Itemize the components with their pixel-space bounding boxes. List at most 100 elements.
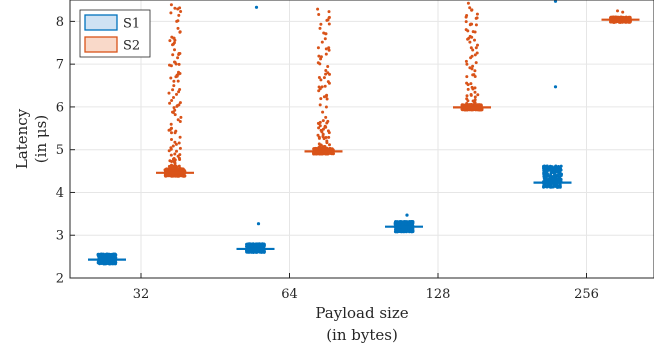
series-s2-outlier-point (327, 48, 331, 52)
y-tick-label: 5 (56, 143, 64, 158)
series-s2-outlier-point (179, 167, 182, 170)
series-s2-outlier-point (325, 97, 329, 101)
series-s2-point (460, 103, 464, 107)
series-s1-point (111, 255, 115, 259)
series-s2-point (320, 152, 324, 156)
series-s2-outlier-point (176, 19, 180, 23)
series-s1-outlier-point (256, 222, 261, 226)
series-s2-outlier-point (465, 97, 469, 101)
series-s2-outlier-point (323, 124, 327, 128)
series-s2-outlier-point (474, 61, 478, 65)
legend: S1 S2 (79, 9, 151, 58)
series-s2-outlier-point (168, 159, 172, 163)
series-s1-point (550, 165, 554, 169)
series-s2-outlier-point (178, 120, 182, 123)
series-s2-outlier-point (326, 129, 330, 133)
series-s2-outlier-point (318, 103, 322, 107)
plot-area-frame (69, 0, 654, 279)
series-s2-outlier-point (319, 97, 323, 101)
series-s2-outlier-point (473, 95, 477, 99)
series-s2-outlier-point (318, 26, 322, 30)
series-s2-outlier-point (321, 127, 325, 131)
series-s2-outlier-point (474, 23, 478, 27)
series-s2-outlier-point (465, 102, 469, 105)
series-s1-point (552, 168, 556, 172)
series-s1-point (558, 183, 562, 187)
series-s1-point (260, 243, 264, 247)
series-s2-outlier-point (469, 46, 473, 50)
series-s2-outlier-point (169, 153, 173, 157)
series-s2-outlier-point (168, 39, 172, 43)
series-s2-outlier-point (466, 1, 470, 5)
x-axis-title-line-1: Payload size (315, 304, 408, 322)
series-s2-outlier-point (474, 46, 478, 50)
series-s2-outlier-point (465, 75, 469, 79)
series-s1-point (556, 165, 560, 169)
series-s1-point (544, 166, 548, 170)
legend-swatch-s2 (84, 36, 118, 53)
series-s2-outlier-point (324, 32, 328, 36)
series-s2-outlier-point (621, 10, 625, 14)
series-s1-outlier-point (405, 213, 409, 217)
series-s1-point (409, 230, 413, 234)
series-s1-point (545, 185, 549, 189)
series-s2-point (609, 20, 613, 24)
series-s2-outlier-point (324, 105, 328, 109)
series-s2-outlier-point (178, 101, 182, 105)
series-s2-outlier-point (473, 69, 477, 73)
series-s2-point (174, 174, 178, 178)
axis-ticks: 2 3 4 5 6 7 8 32 64 128 256 (56, 15, 599, 302)
series-s1-point (262, 243, 266, 247)
series-s1-point (411, 220, 415, 224)
series-s2-outlier-point (176, 56, 180, 60)
series-s2-outlier-point (470, 8, 474, 12)
series-s2-outlier-point (175, 74, 179, 78)
series-s2-outlier-point (176, 79, 180, 83)
y-axis-title-line-2: (in μs) (32, 115, 50, 163)
series-s2-outlier-point (471, 48, 475, 52)
series-s2-outlier-point (177, 62, 181, 66)
series-s2-outlier-point (176, 154, 180, 158)
series-s2-outlier-point (178, 146, 182, 150)
series-s1-point (102, 254, 105, 258)
series-s2-point (477, 103, 480, 107)
grid-lines (70, 0, 654, 279)
series-s2-outlier-point (326, 80, 330, 84)
series-s2-outlier-point (471, 30, 475, 34)
x-tick-label: 256 (574, 287, 599, 302)
series-s2-outlier-point (177, 141, 181, 145)
series-s2-outlier-point (327, 16, 331, 20)
series-s2-outlier-point (168, 63, 171, 67)
series-s2-outlier-point (170, 131, 173, 135)
series-s2-outlier-point (173, 140, 177, 144)
series-s2-outlier-point (172, 41, 176, 45)
series-s2-point (165, 173, 169, 177)
series-s1-point (542, 184, 546, 188)
series-s2-outlier-point (473, 86, 477, 90)
series-s1-point (249, 250, 253, 254)
series-s2-outlier-point (167, 91, 171, 95)
series-s1-point (96, 252, 100, 256)
series-s2-outlier-point (171, 53, 175, 57)
series-s2-outlier-point (322, 76, 326, 80)
series-s2-outlier-point (175, 92, 178, 96)
series-s2-outlier-point (171, 88, 175, 92)
series-s2-outlier-point (317, 13, 321, 16)
series-s2-outlier-point (317, 76, 321, 79)
series-s2-outlier-point (173, 60, 177, 64)
series-s2-outlier-point (317, 89, 321, 93)
series-s2-outlier-point (321, 132, 325, 136)
series-s1-outlier-point (553, 85, 558, 89)
series-s2-outlier-point (471, 99, 475, 103)
series-s2-outlier-point (327, 135, 331, 139)
series-s1-point (544, 176, 548, 179)
series-s2-outlier-point (476, 43, 479, 47)
series-s2-outlier-point (327, 46, 331, 50)
y-tick-label: 6 (56, 100, 64, 115)
series-s2-outlier-point (176, 118, 180, 122)
series-s2-outlier-point (169, 146, 173, 150)
series-s1-point (253, 245, 257, 249)
y-tick-label: 2 (56, 272, 64, 287)
series-s2-outlier-point (323, 145, 327, 148)
series-s2-outlier-point (173, 152, 177, 156)
